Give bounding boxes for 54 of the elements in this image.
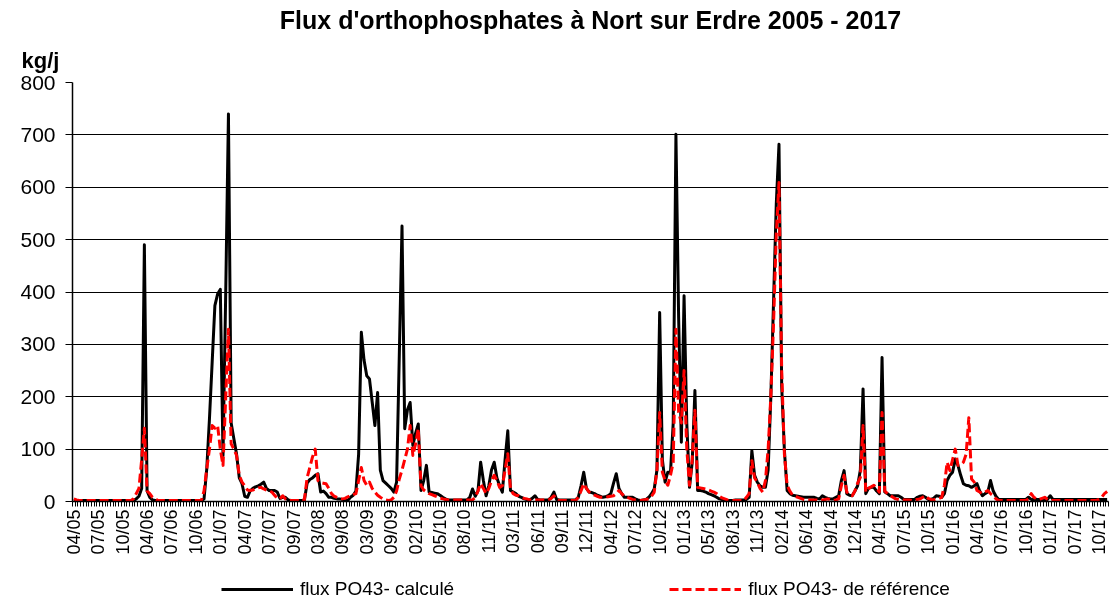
x-tick-label: 01/07	[210, 509, 231, 555]
x-tick-label: 04/05	[63, 509, 84, 555]
x-tick-label: 04/06	[137, 509, 158, 555]
y-tick-label: 0	[43, 489, 56, 513]
x-tick-label: 04/07	[234, 509, 255, 555]
x-tick-label: 09/08	[332, 509, 353, 555]
x-tick-label: 06/14	[796, 509, 817, 555]
x-tick-label: 11/10	[478, 509, 499, 554]
x-tick-label: 07/12	[625, 509, 646, 555]
x-tick-label: 07/17	[1064, 509, 1085, 555]
x-tick-label: 12/14	[844, 509, 865, 555]
x-tick-label: 11/13	[747, 509, 768, 554]
x-tick-label: 01/13	[674, 509, 695, 555]
x-tick-label: 04/15	[869, 509, 890, 555]
legend-label: flux PO43- calculé	[300, 578, 455, 600]
x-tick-label: 07/06	[161, 509, 182, 555]
y-tick-label: 600	[20, 175, 56, 199]
x-tick-label: 10/17	[1089, 509, 1110, 555]
x-tick-label: 06/11	[527, 509, 548, 554]
x-tick-label: 07/05	[88, 509, 109, 555]
x-tick-label: 10/16	[1015, 509, 1036, 555]
y-tick-label: 700	[20, 122, 56, 146]
y-tick-label: 400	[20, 280, 56, 303]
y-tick-label: 100	[20, 437, 56, 461]
x-tick-label: 04/16	[966, 509, 987, 555]
x-tick-label: 05/13	[698, 509, 719, 555]
x-tick-label: 08/10	[454, 509, 475, 555]
x-tick-label: 04/12	[600, 509, 621, 555]
x-tick-label: 12/11	[576, 509, 597, 554]
x-tick-label: 07/15	[893, 509, 914, 555]
x-tick-label: 05/10	[429, 509, 450, 555]
x-tick-label: 03/11	[503, 509, 524, 554]
y-tick-label: 300	[20, 332, 56, 356]
x-tick-label: 03/08	[307, 509, 328, 555]
x-tick-label: 02/10	[405, 509, 426, 555]
x-tick-label: 09/07	[283, 509, 304, 555]
x-tick-label: 07/16	[991, 509, 1012, 555]
x-tick-label: 09/14	[820, 509, 841, 555]
x-tick-label: 10/12	[649, 509, 670, 555]
x-tick-label: 08/13	[722, 509, 743, 555]
x-tick-label: 07/07	[259, 509, 280, 555]
x-tick-label: 01/16	[942, 509, 963, 555]
x-tick-label: 09/09	[381, 509, 402, 555]
x-tick-label: 10/15	[918, 509, 939, 555]
legend-label: flux PO43- de référence	[748, 578, 950, 600]
x-tick-label: 10/06	[185, 509, 206, 555]
y-tick-label: 200	[20, 384, 56, 408]
y-tick-label: 500	[20, 227, 56, 251]
x-tick-label: 10/05	[112, 509, 133, 555]
x-tick-label: 03/09	[356, 509, 377, 555]
x-tick-label: 01/17	[1040, 509, 1061, 555]
x-tick-label: 09/11	[552, 509, 573, 554]
chart-title: Flux d'orthophosphates à Nort sur Erdre 2005 - 2017	[279, 5, 902, 34]
x-tick-label: 02/14	[771, 509, 792, 555]
